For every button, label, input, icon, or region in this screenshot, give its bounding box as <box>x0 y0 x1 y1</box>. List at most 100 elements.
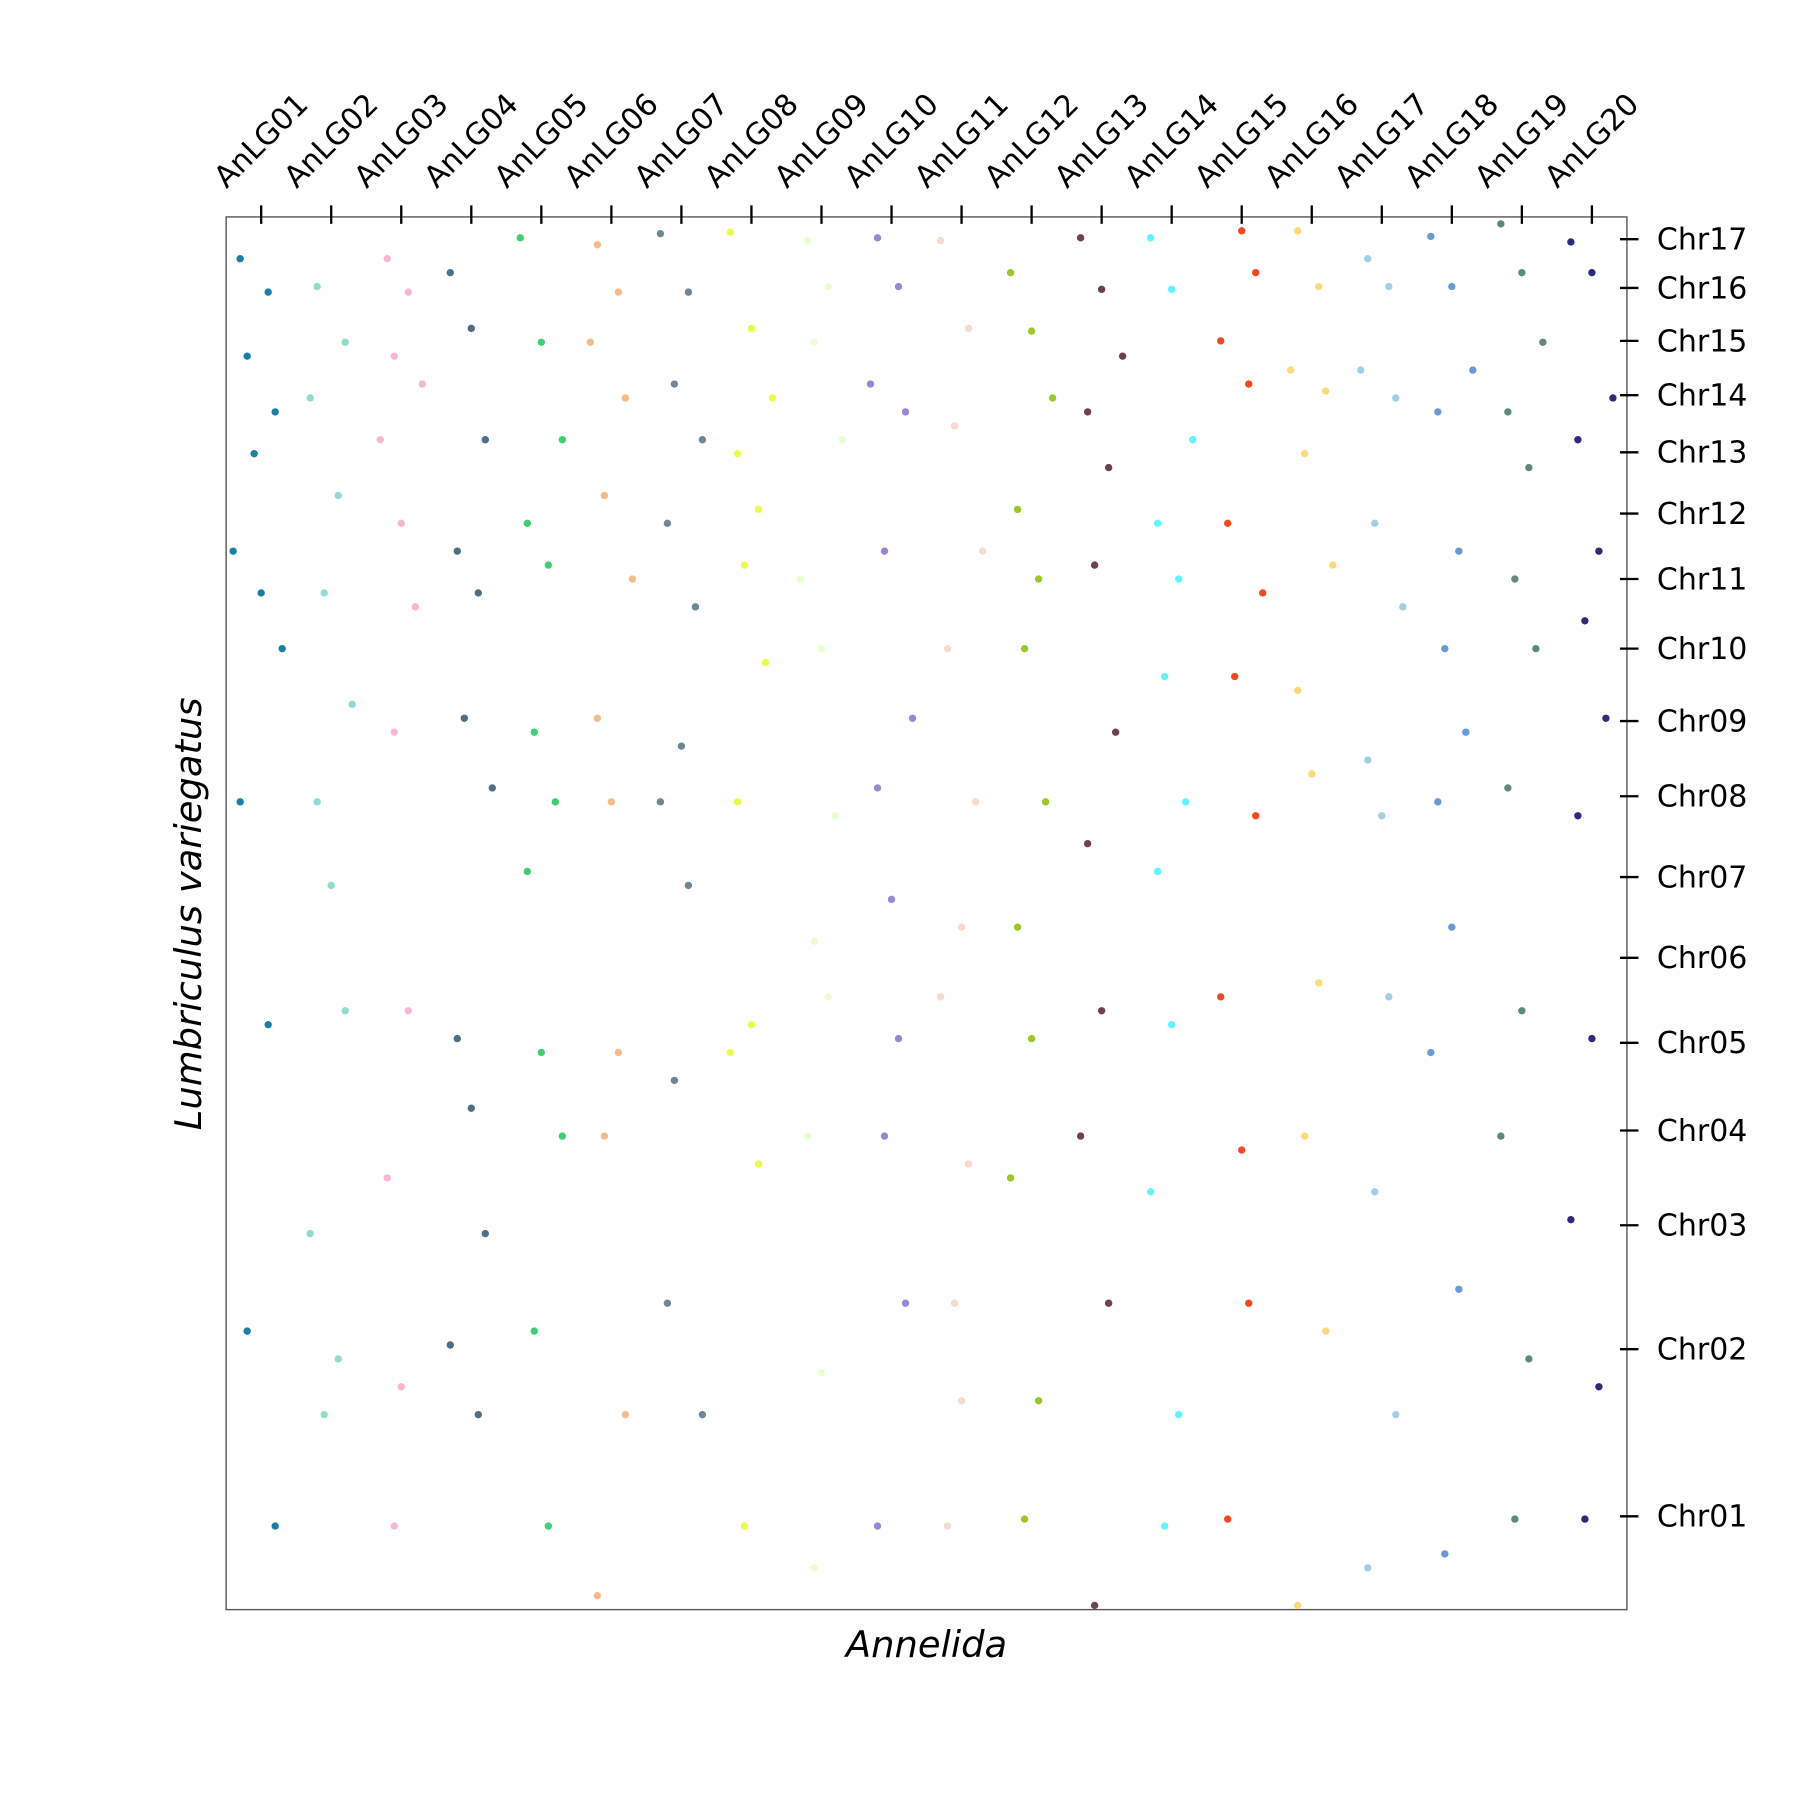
point <box>733 798 742 806</box>
point <box>1027 1034 1036 1043</box>
point <box>320 1410 328 1419</box>
point <box>1448 282 1456 291</box>
point <box>1588 268 1596 277</box>
point <box>1020 1515 1029 1523</box>
point <box>936 236 945 245</box>
point <box>1364 756 1372 764</box>
point <box>558 436 567 444</box>
point <box>936 993 945 1001</box>
y-tick-label: Chr05 <box>1657 1026 1747 1061</box>
point <box>1013 505 1022 514</box>
y-tick-label: Chr02 <box>1657 1333 1747 1368</box>
point <box>1027 327 1036 335</box>
point <box>684 881 693 890</box>
point <box>1287 366 1295 374</box>
point <box>1006 268 1015 277</box>
point <box>880 1132 889 1140</box>
point <box>467 1104 475 1112</box>
point <box>796 575 805 583</box>
point <box>754 505 763 514</box>
point <box>726 228 735 236</box>
point <box>1097 1007 1106 1015</box>
point <box>1469 366 1477 374</box>
point <box>1160 1522 1169 1530</box>
point <box>313 282 321 291</box>
point <box>1364 255 1372 263</box>
point <box>656 229 665 238</box>
point <box>390 728 398 736</box>
point <box>551 798 560 806</box>
point <box>334 1355 342 1363</box>
point <box>243 352 251 360</box>
point <box>754 1160 763 1168</box>
point <box>971 798 980 806</box>
point <box>1581 617 1589 625</box>
point <box>600 1132 609 1140</box>
point <box>453 547 461 555</box>
point <box>1083 839 1092 848</box>
point <box>1224 1515 1232 1523</box>
point <box>1357 366 1365 374</box>
point <box>1539 338 1547 346</box>
point <box>229 547 237 555</box>
point <box>264 1020 272 1029</box>
point <box>530 1327 539 1335</box>
point <box>1602 714 1610 722</box>
point <box>803 1132 812 1140</box>
point <box>1097 285 1106 294</box>
point <box>537 1048 546 1057</box>
y-tick-label: Chr08 <box>1657 780 1747 815</box>
point <box>838 436 847 444</box>
point <box>901 1299 910 1307</box>
point <box>537 338 546 346</box>
point <box>1567 1215 1575 1224</box>
point <box>1455 1285 1463 1293</box>
point <box>397 1383 405 1391</box>
point <box>1111 728 1120 736</box>
point <box>1153 519 1162 528</box>
point <box>1371 1188 1379 1196</box>
point <box>1455 547 1463 555</box>
y-tick-label: Chr01 <box>1657 1500 1747 1535</box>
point <box>978 547 987 555</box>
point <box>376 436 384 444</box>
point <box>663 1299 672 1307</box>
point <box>1104 1299 1113 1307</box>
point <box>1224 519 1232 528</box>
point <box>698 436 707 444</box>
y-tick-label: Chr03 <box>1657 1209 1747 1244</box>
point <box>481 436 489 444</box>
point <box>684 288 693 296</box>
point <box>1322 387 1330 395</box>
point <box>600 491 609 500</box>
point <box>313 798 321 806</box>
point <box>271 1522 279 1530</box>
point <box>474 589 482 597</box>
point <box>873 784 882 792</box>
point <box>873 1522 882 1530</box>
point <box>1294 227 1302 235</box>
y-axis-label: Lumbriculus variegatus <box>167 697 210 1130</box>
point <box>1076 234 1085 242</box>
point <box>607 798 616 806</box>
point <box>1441 644 1449 653</box>
point <box>1188 436 1197 444</box>
point <box>327 881 335 890</box>
point <box>1245 1299 1253 1307</box>
y-tick-label: Chr07 <box>1657 860 1747 895</box>
y-tick-label: Chr06 <box>1657 941 1747 976</box>
point <box>628 575 637 583</box>
point <box>1259 589 1267 597</box>
point <box>1448 923 1456 931</box>
point <box>740 1522 749 1530</box>
point <box>1371 519 1379 528</box>
point <box>1518 268 1526 277</box>
point <box>257 589 265 597</box>
point <box>803 236 812 245</box>
point <box>1504 408 1512 416</box>
point <box>1217 993 1225 1001</box>
point <box>866 380 875 388</box>
y-tick-label: Chr10 <box>1657 632 1747 667</box>
point <box>1497 220 1505 228</box>
